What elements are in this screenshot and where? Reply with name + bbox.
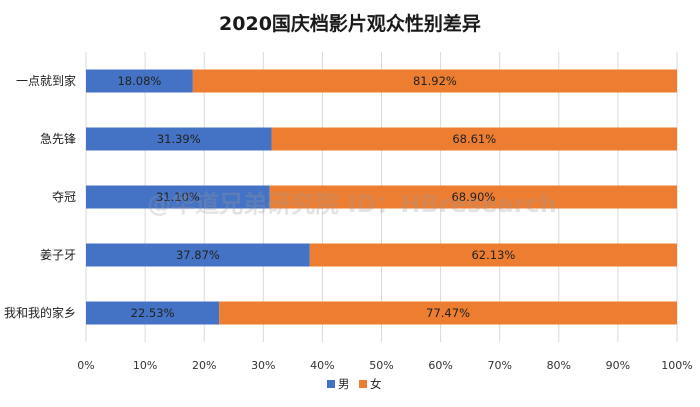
bar-segment-female (271, 127, 677, 151)
legend: 男女 (327, 377, 382, 391)
category-label: 急先锋 (40, 131, 76, 146)
x-tick-label: 20% (192, 359, 216, 372)
legend-swatch-male (327, 380, 335, 388)
bar-segment-female (309, 243, 677, 267)
data-label: 18.08% (117, 74, 161, 88)
x-axis-ticks: 0% 10% 20% 30% 40% 50% 60% 70% 80% 90% 100% (77, 359, 692, 372)
x-tick-label: 0% (77, 359, 94, 372)
x-tick-label: 80% (547, 359, 571, 372)
bars: 18.08% 81.92% 31.39% 68.61% 31.10% 68.90% 37.8… (86, 69, 678, 325)
category-label: 我和我的家乡 (4, 305, 76, 320)
category-label: 夺冠 (52, 190, 76, 204)
x-tick-label: 50% (369, 359, 393, 372)
bar-segment-male (86, 69, 193, 93)
legend-swatch-female (359, 380, 367, 388)
bar-segment-female (219, 301, 678, 325)
chart-title: 2020国庆档影片观众性别差异 (219, 12, 481, 35)
bar-segment-female (269, 185, 677, 209)
bar-segment-male (86, 243, 310, 267)
bar-segment-female (192, 69, 678, 93)
x-tick-label: 10% (133, 359, 157, 372)
x-tick-label: 40% (310, 359, 334, 372)
data-label: 31.39% (157, 132, 201, 146)
bar-segment-male (86, 185, 270, 209)
bar-segment-male (86, 301, 220, 325)
x-tick-label: 70% (487, 359, 511, 372)
category-label: 姜子牙 (40, 248, 76, 262)
data-label: 31.10% (156, 190, 200, 204)
x-tick-label: 90% (606, 359, 630, 372)
data-label: 37.87% (176, 248, 220, 262)
data-label: 77.47% (426, 306, 470, 320)
legend-label: 女 (370, 377, 382, 391)
bar-segment-male (86, 127, 272, 151)
data-label: 62.13% (471, 248, 515, 262)
x-tick-label: 30% (251, 359, 275, 372)
data-label: 81.92% (413, 74, 457, 88)
x-tick-label: 100% (661, 359, 692, 372)
category-label: 一点就到家 (16, 73, 76, 88)
data-label: 68.61% (452, 132, 496, 146)
data-label: 68.90% (451, 190, 495, 204)
legend-label: 男 (338, 377, 350, 391)
x-tick-label: 60% (428, 359, 452, 372)
data-label: 22.53% (131, 306, 175, 320)
watermark-text: @华道兄弟研究院 ID：HBresearch (147, 190, 557, 218)
